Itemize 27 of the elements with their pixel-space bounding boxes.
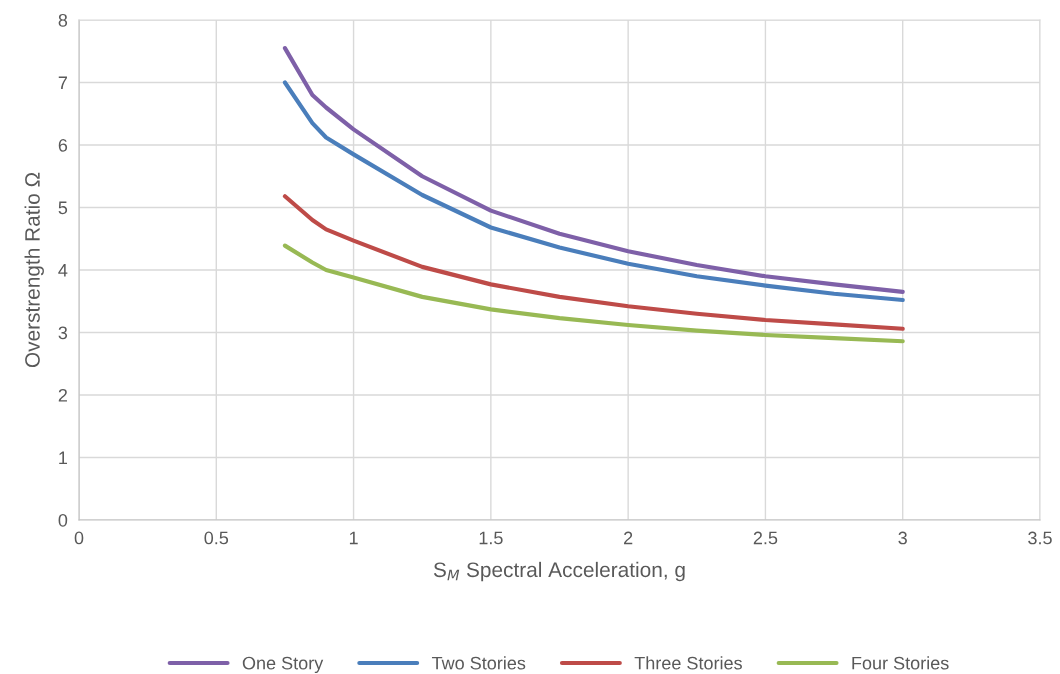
x-tick-label: 3	[898, 531, 907, 545]
legend-label: Three Stories	[634, 656, 742, 670]
line-series	[282, 243, 905, 344]
x-tick-label: 0.5	[204, 531, 229, 545]
x-tick-label: 3.5	[1028, 531, 1052, 545]
y-tick-label: 6	[58, 138, 68, 152]
x-axis-title: S$_{M}$ Spectral Acceleration, g	[433, 561, 685, 582]
x-tick-label: 2	[624, 531, 633, 545]
line-series	[282, 46, 905, 294]
x-tick-label: 1	[349, 531, 358, 545]
y-tick-label: 3	[58, 326, 68, 340]
x-tick-label: 2.5	[753, 531, 778, 545]
y-tick-label: 0	[58, 513, 68, 527]
y-axis-title: Overstrength Ratio Ω	[24, 172, 44, 368]
y-tick-label: 2	[58, 388, 67, 402]
line-series	[282, 194, 905, 331]
legend-label: One Story	[242, 656, 324, 674]
y-tick-label: 5	[58, 201, 68, 215]
y-tick-label: 8	[58, 13, 68, 27]
legend-label: Two Stories	[431, 656, 526, 670]
x-tick-label: 1.5	[479, 531, 503, 545]
x-tick-label: 0	[74, 531, 84, 545]
legend-label: Four Stories	[852, 656, 949, 670]
y-tick-label: 4	[58, 264, 68, 277]
y-tick-label: 1	[59, 451, 68, 465]
y-tick-label: 7	[58, 76, 67, 90]
line-series	[282, 80, 905, 303]
